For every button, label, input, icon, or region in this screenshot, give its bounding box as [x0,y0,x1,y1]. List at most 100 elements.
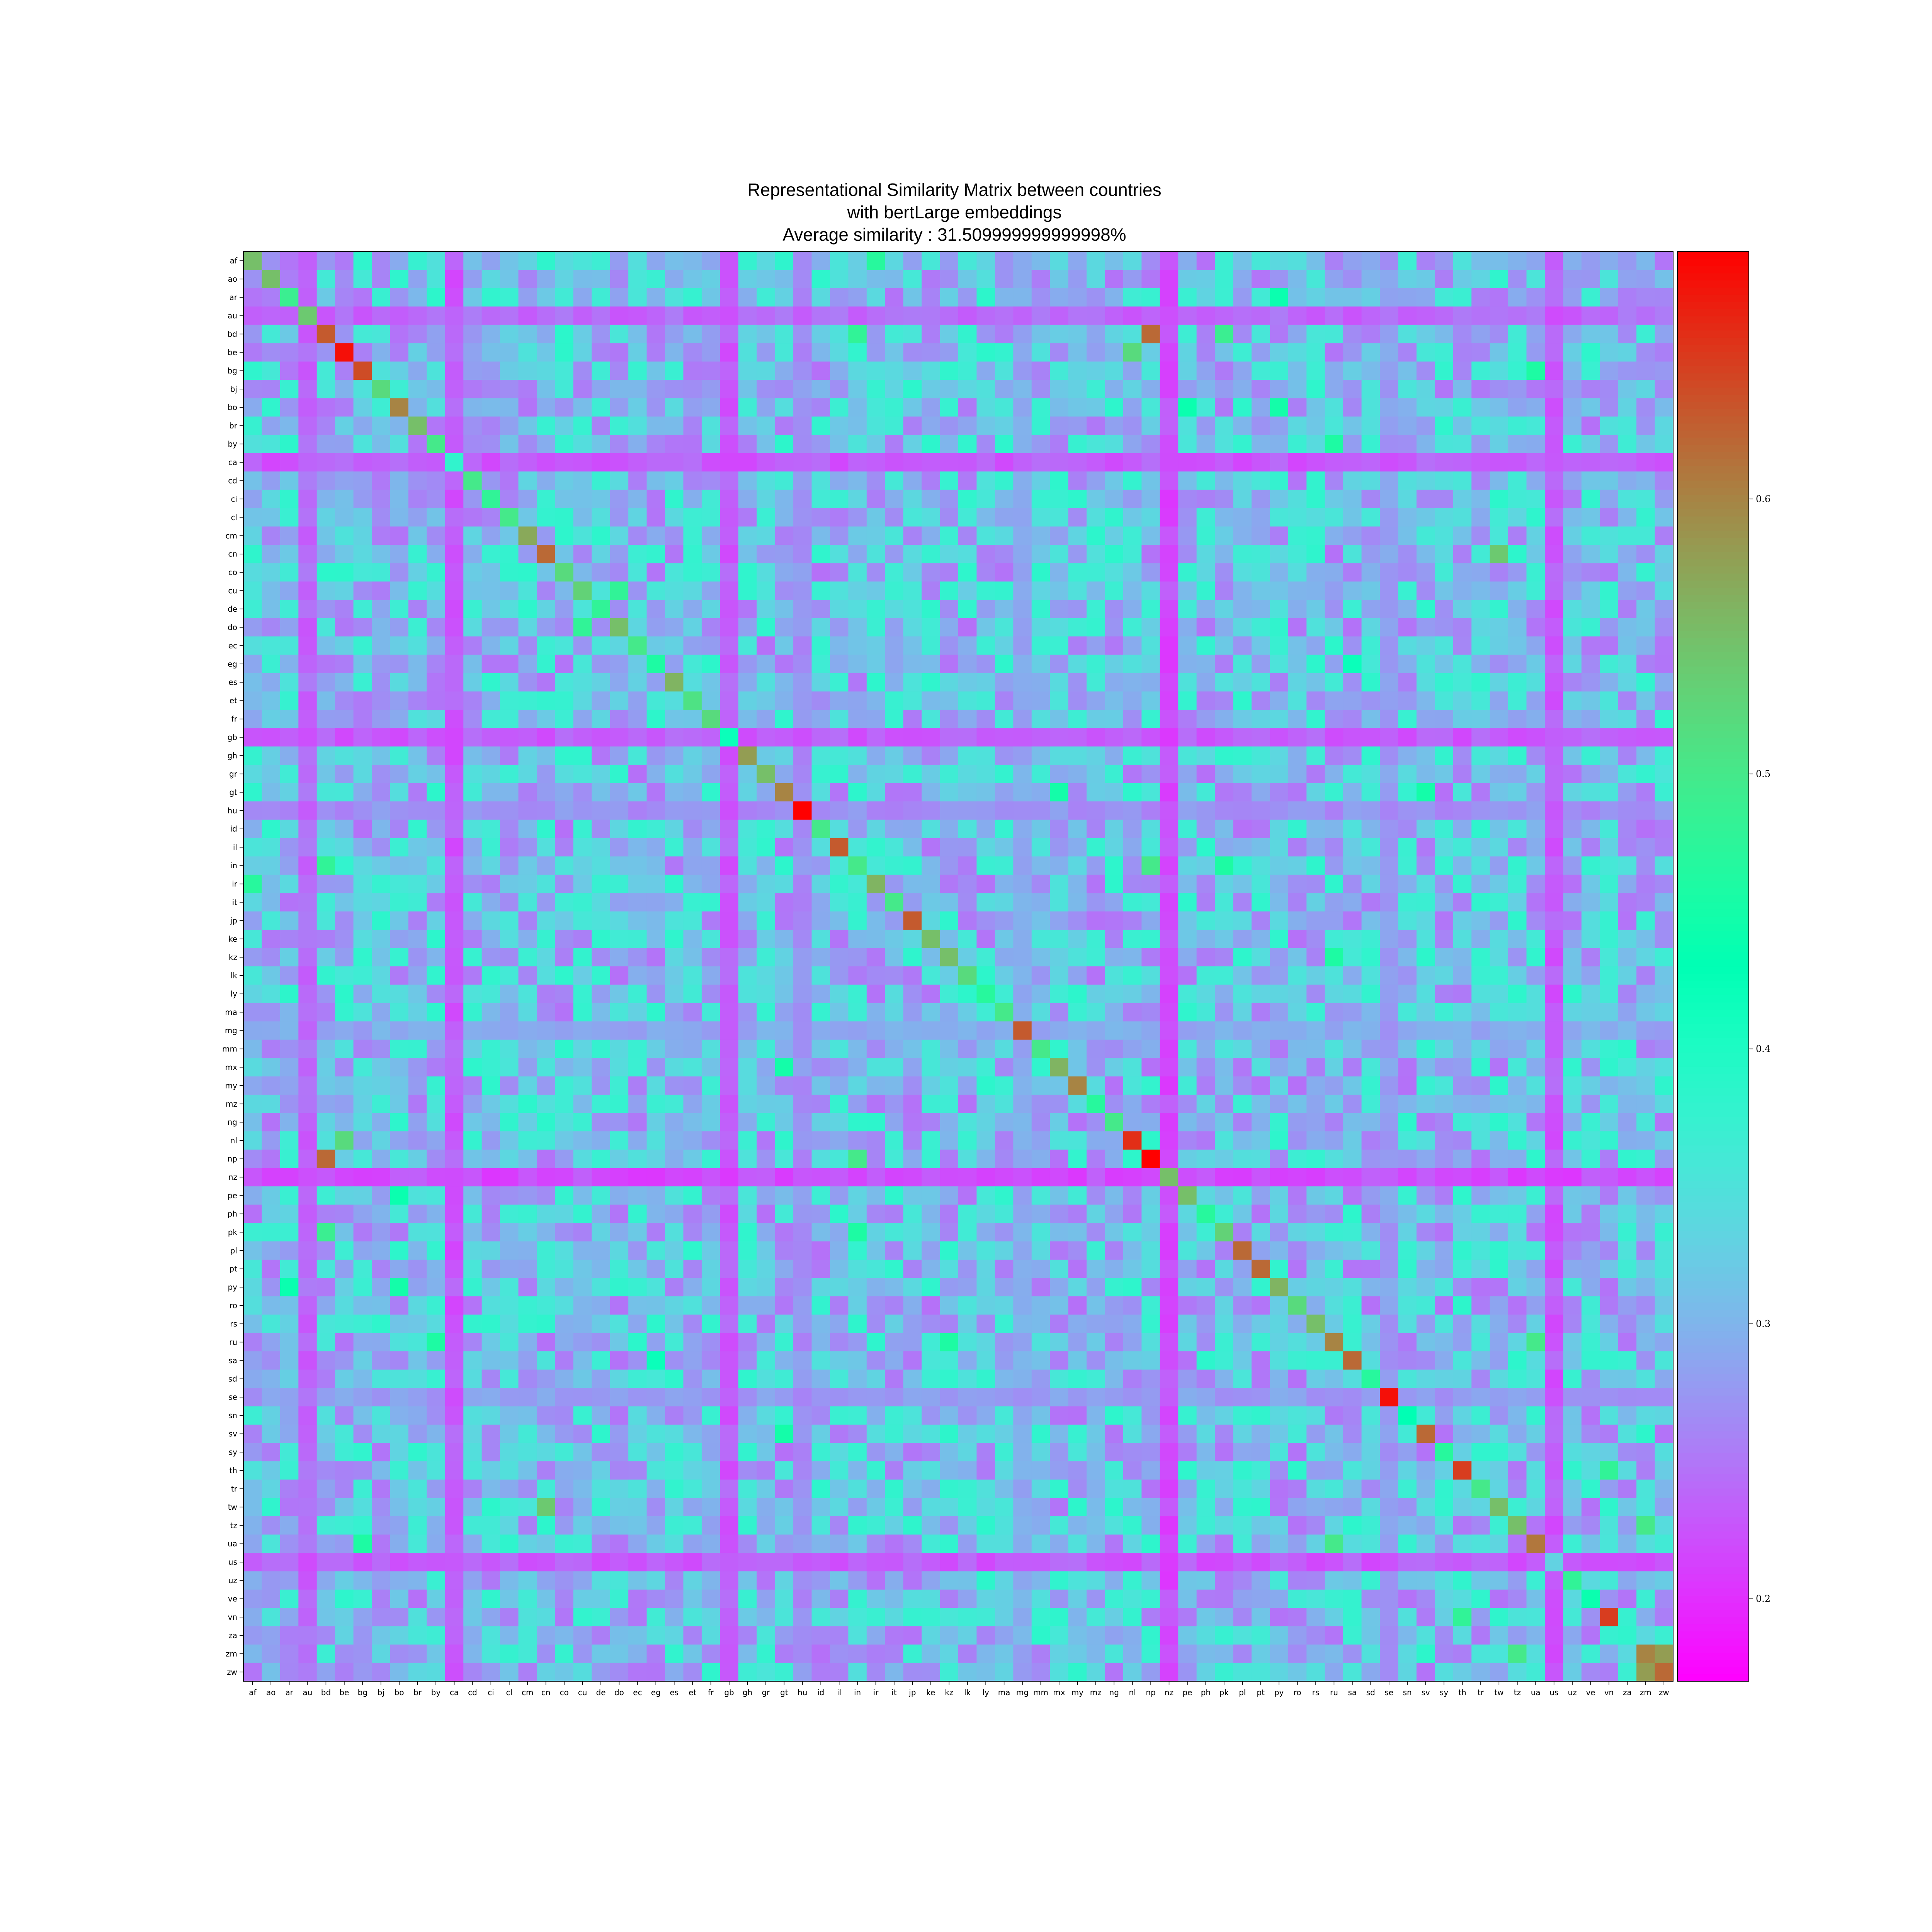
heatmap-cell-ir-mg [1013,874,1032,893]
heatmap-cell-cu-es [665,581,684,600]
heatmap-cell-ph-cd [463,1204,482,1223]
heatmap-cell-pl-ma [995,1241,1014,1260]
heatmap-cell-eg-pl [1233,655,1252,673]
heatmap-cell-mm-ly [976,1039,995,1058]
heatmap-cell-co-bd [316,563,335,582]
heatmap-cell-ly-ng [1105,985,1124,1003]
heatmap-cell-np-pe [1178,1150,1197,1168]
heatmap-cell-bj-ua [1526,380,1545,399]
heatmap-cell-in-ua [1526,856,1545,875]
heatmap-cell-sa-sy [1435,1351,1454,1370]
heatmap-cell-ru-et [683,1333,702,1352]
heatmap-cell-ru-br [408,1333,427,1352]
heatmap-cell-nz-uz [1563,1168,1582,1187]
heatmap-cell-id-sy [1435,820,1454,838]
heatmap-cell-bj-hu [793,380,812,399]
heatmap-cell-ly-tr [1471,985,1490,1003]
heatmap-cell-mx-mg [1013,1058,1032,1077]
heatmap-cell-mz-bj [372,1095,391,1114]
heatmap-cell-gh-eg [646,746,665,765]
heatmap-cell-kz-ec [628,948,647,967]
heatmap-cell-ao-et [683,270,702,289]
heatmap-cell-it-nl [1123,893,1142,912]
heatmap-cell-by-by [427,435,446,454]
heatmap-cell-gt-jp [903,783,922,802]
heatmap-cell-cn-nl [1123,544,1142,564]
heatmap-cell-py-il [830,1278,849,1297]
heatmap-cell-lk-ru [1325,966,1344,985]
heatmap-cell-ma-do [610,1003,629,1022]
heatmap-cell-nl-bg [353,1131,372,1150]
heatmap-cell-ao-au [298,270,317,289]
heatmap-cell-be-pt [1251,343,1270,362]
heatmap-cell-hu-vn [1600,801,1619,820]
heatmap-cell-mg-tw [1490,1021,1509,1040]
heatmap-cell-bg-es [665,361,684,380]
heatmap-cell-nl-br [408,1131,427,1150]
heatmap-cell-mz-lk [958,1095,977,1114]
heatmap-cell-ci-za [1618,490,1637,509]
heatmap-cell-cm-ro [1288,526,1307,545]
heatmap-cell-kz-ca [445,948,464,967]
heatmap-cell-cd-ir [866,471,885,490]
heatmap-cell-ci-sa [1343,490,1362,509]
heatmap-cell-mm-us [1544,1039,1563,1058]
heatmap-cell-gr-tr [1471,765,1490,784]
heatmap-cell-et-nz [1160,691,1179,710]
heatmap-cell-kz-nz [1160,948,1179,967]
heatmap-cell-it-my [1068,893,1087,912]
heatmap-cell-np-lk [958,1150,977,1168]
heatmap-cell-br-id [811,416,830,435]
heatmap-cell-fr-tz [1508,709,1527,728]
heatmap-cell-mg-my [1068,1021,1087,1040]
heatmap-cell-cm-et [683,526,702,545]
heatmap-cell-nz-us [1544,1168,1563,1187]
heatmap-cell-fr-bo [390,709,409,728]
heatmap-cell-sd-sv [1416,1369,1435,1388]
heatmap-cell-eg-es [665,655,684,673]
heatmap-cell-gb-ly [976,728,995,747]
heatmap-cell-sa-pl [1233,1351,1252,1370]
heatmap-cell-rs-ar [280,1315,299,1333]
heatmap-cell-sa-ca [445,1351,464,1370]
heatmap-cell-gr-ao [262,765,281,784]
heatmap-cell-mx-sn [1398,1058,1417,1077]
heatmap-cell-cm-zw [1655,526,1673,545]
heatmap-cell-co-ly [976,563,995,582]
heatmap-cell-np-tr [1471,1150,1490,1168]
heatmap-cell-sd-ng [1105,1369,1124,1388]
heatmap-cell-mm-mg [1013,1039,1032,1058]
heatmap-cell-ng-tr [1471,1113,1490,1132]
heatmap-cell-de-ao [262,600,281,619]
heatmap-cell-mm-pe [1178,1039,1197,1058]
heatmap-cell-pe-au [298,1186,317,1205]
heatmap-cell-gb-in [848,728,867,747]
heatmap-cell-in-ci [481,856,500,875]
heatmap-cell-gr-il [830,765,849,784]
heatmap-cell-do-ly [976,618,995,637]
heatmap-cell-bo-be [335,398,354,417]
heatmap-cell-my-cm [518,1076,537,1095]
heatmap-cell-ly-it [885,985,904,1003]
heatmap-cell-my-be [335,1076,354,1095]
heatmap-cell-au-et [683,306,702,325]
heatmap-cell-cd-eg [646,471,665,490]
heatmap-cell-np-fr [701,1150,720,1168]
heatmap-cell-jp-hu [793,911,812,930]
heatmap-cell-mz-bo [390,1095,409,1114]
heatmap-cell-mz-cu [573,1095,592,1114]
heatmap-cell-cd-mx [1050,471,1069,490]
heatmap-cell-nz-au [298,1168,317,1187]
heatmap-cell-hu-za [1618,801,1637,820]
heatmap-cell-pe-es [665,1186,684,1205]
heatmap-cell-ca-be [335,453,354,472]
heatmap-cell-ca-ma [995,453,1014,472]
heatmap-cell-hu-gh [738,801,757,820]
heatmap-cell-my-do [610,1076,629,1095]
heatmap-cell-cm-th [1453,526,1472,545]
heatmap-cell-eg-ar [280,655,299,673]
heatmap-cell-sa-py [1270,1351,1289,1370]
heatmap-cell-ly-by [427,985,446,1003]
heatmap-cell-be-br [408,343,427,362]
heatmap-cell-ao-ke [922,270,940,289]
